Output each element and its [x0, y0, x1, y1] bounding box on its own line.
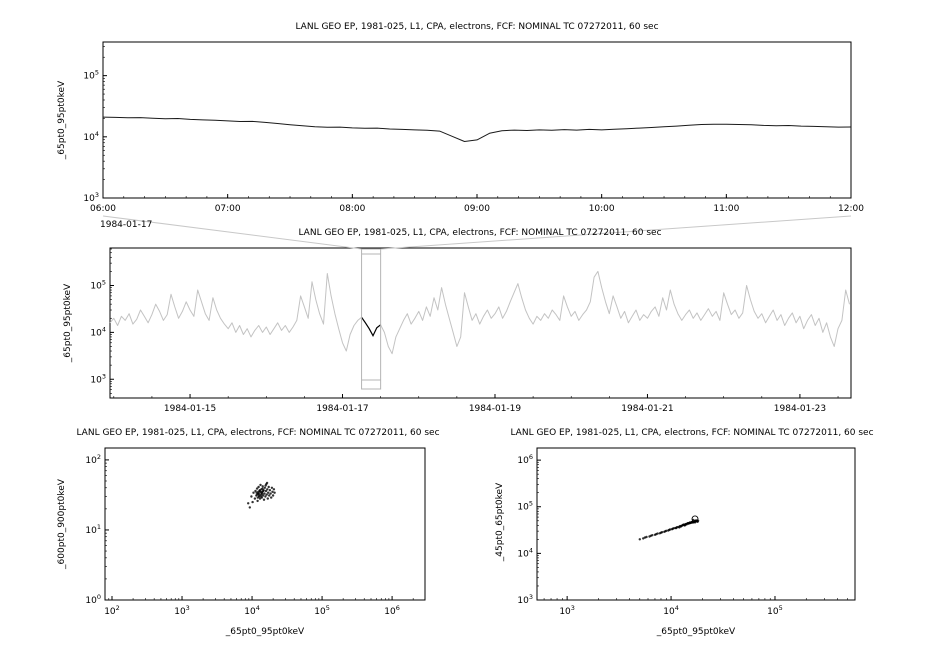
- svg-text:104: 104: [244, 604, 260, 617]
- svg-text:1984-01-21: 1984-01-21: [621, 404, 673, 414]
- svg-text:1984-01-17: 1984-01-17: [316, 404, 368, 414]
- svg-text:10:00: 10:00: [589, 204, 615, 214]
- svg-text:1984-01-15: 1984-01-15: [164, 404, 216, 414]
- svg-text:105: 105: [90, 279, 106, 292]
- svg-text:100: 100: [85, 593, 101, 606]
- plot-context-ylabel: _65pt0_95pt0keV: [63, 283, 73, 363]
- svg-text:105: 105: [83, 69, 99, 82]
- highlighted-segment: [361, 316, 381, 338]
- svg-text:104: 104: [90, 325, 106, 338]
- plot-scatter2-title: LANL GEO EP, 1981-025, L1, CPA, electron…: [510, 428, 874, 438]
- plot-area-1[interactable]: 103 104 105 1984-01-15 1984-01-17 1984-01-19 1…: [90, 247, 852, 414]
- selection-box[interactable]: [361, 248, 382, 390]
- plot-scatter2-ylabel: _45pt0_65pt0keV: [495, 482, 505, 562]
- plot-top-title: LANL GEO EP, 1981-025, L1, CPA, electron…: [295, 22, 659, 32]
- svg-text:101: 101: [85, 523, 101, 536]
- svg-text:07:00: 07:00: [215, 204, 241, 214]
- svg-text:103: 103: [517, 593, 533, 606]
- ring-marker: [691, 515, 699, 523]
- svg-text:103: 103: [90, 372, 106, 385]
- svg-text:09:00: 09:00: [464, 204, 490, 214]
- svg-text:105: 105: [517, 500, 533, 513]
- svg-text:102: 102: [104, 604, 120, 617]
- svg-text:103: 103: [559, 604, 575, 617]
- svg-text:104: 104: [517, 546, 533, 559]
- plot-top-ylabel: _65pt0_95pt0keV: [57, 80, 67, 160]
- svg-text:104: 104: [663, 604, 679, 617]
- plot-top-date-label: 1984-01-17: [100, 220, 153, 230]
- svg-text:103: 103: [174, 604, 190, 617]
- plot-scatter1-title: LANL GEO EP, 1981-025, L1, CPA, electron…: [76, 428, 440, 438]
- series-line: [102, 116, 852, 142]
- svg-text:06:00: 06:00: [90, 204, 116, 214]
- zoom-connector-right: [380, 215, 852, 250]
- svg-text:104: 104: [83, 130, 99, 143]
- svg-text:1984-01-19: 1984-01-19: [469, 404, 522, 414]
- svg-text:12:00: 12:00: [838, 204, 864, 214]
- plot-area-2[interactable]: 100 101 102 102 103 104 105 106: [85, 447, 426, 617]
- svg-text:102: 102: [85, 453, 101, 466]
- plot-area-3[interactable]: 103 104 105 106 103 104 105: [517, 447, 856, 617]
- svg-text:11:00: 11:00: [713, 204, 739, 214]
- svg-text:106: 106: [384, 604, 400, 617]
- plot-scatter1-xlabel: _65pt0_95pt0keV: [225, 627, 305, 637]
- svg-text:106: 106: [517, 453, 533, 466]
- zoom-connector-left: [102, 215, 362, 250]
- plot-scatter1-ylabel: _600pt0_900pt0keV: [57, 479, 67, 569]
- svg-text:08:00: 08:00: [339, 204, 365, 214]
- plot-scatter2-xlabel: _65pt0_95pt0keV: [656, 627, 736, 637]
- svg-text:1984-01-23: 1984-01-23: [774, 404, 826, 414]
- plot-area-0[interactable]: 103 104 105 06:00 07:00 08:00 09:00 10:00 11:00 1…: [83, 41, 864, 214]
- svg-text:105: 105: [314, 604, 330, 617]
- series-line: [109, 270, 850, 355]
- svg-text:103: 103: [83, 191, 99, 204]
- plot-context-title: LANL GEO EP, 1981-025, L1, CPA, electron…: [298, 228, 662, 238]
- svg-text:105: 105: [767, 604, 783, 617]
